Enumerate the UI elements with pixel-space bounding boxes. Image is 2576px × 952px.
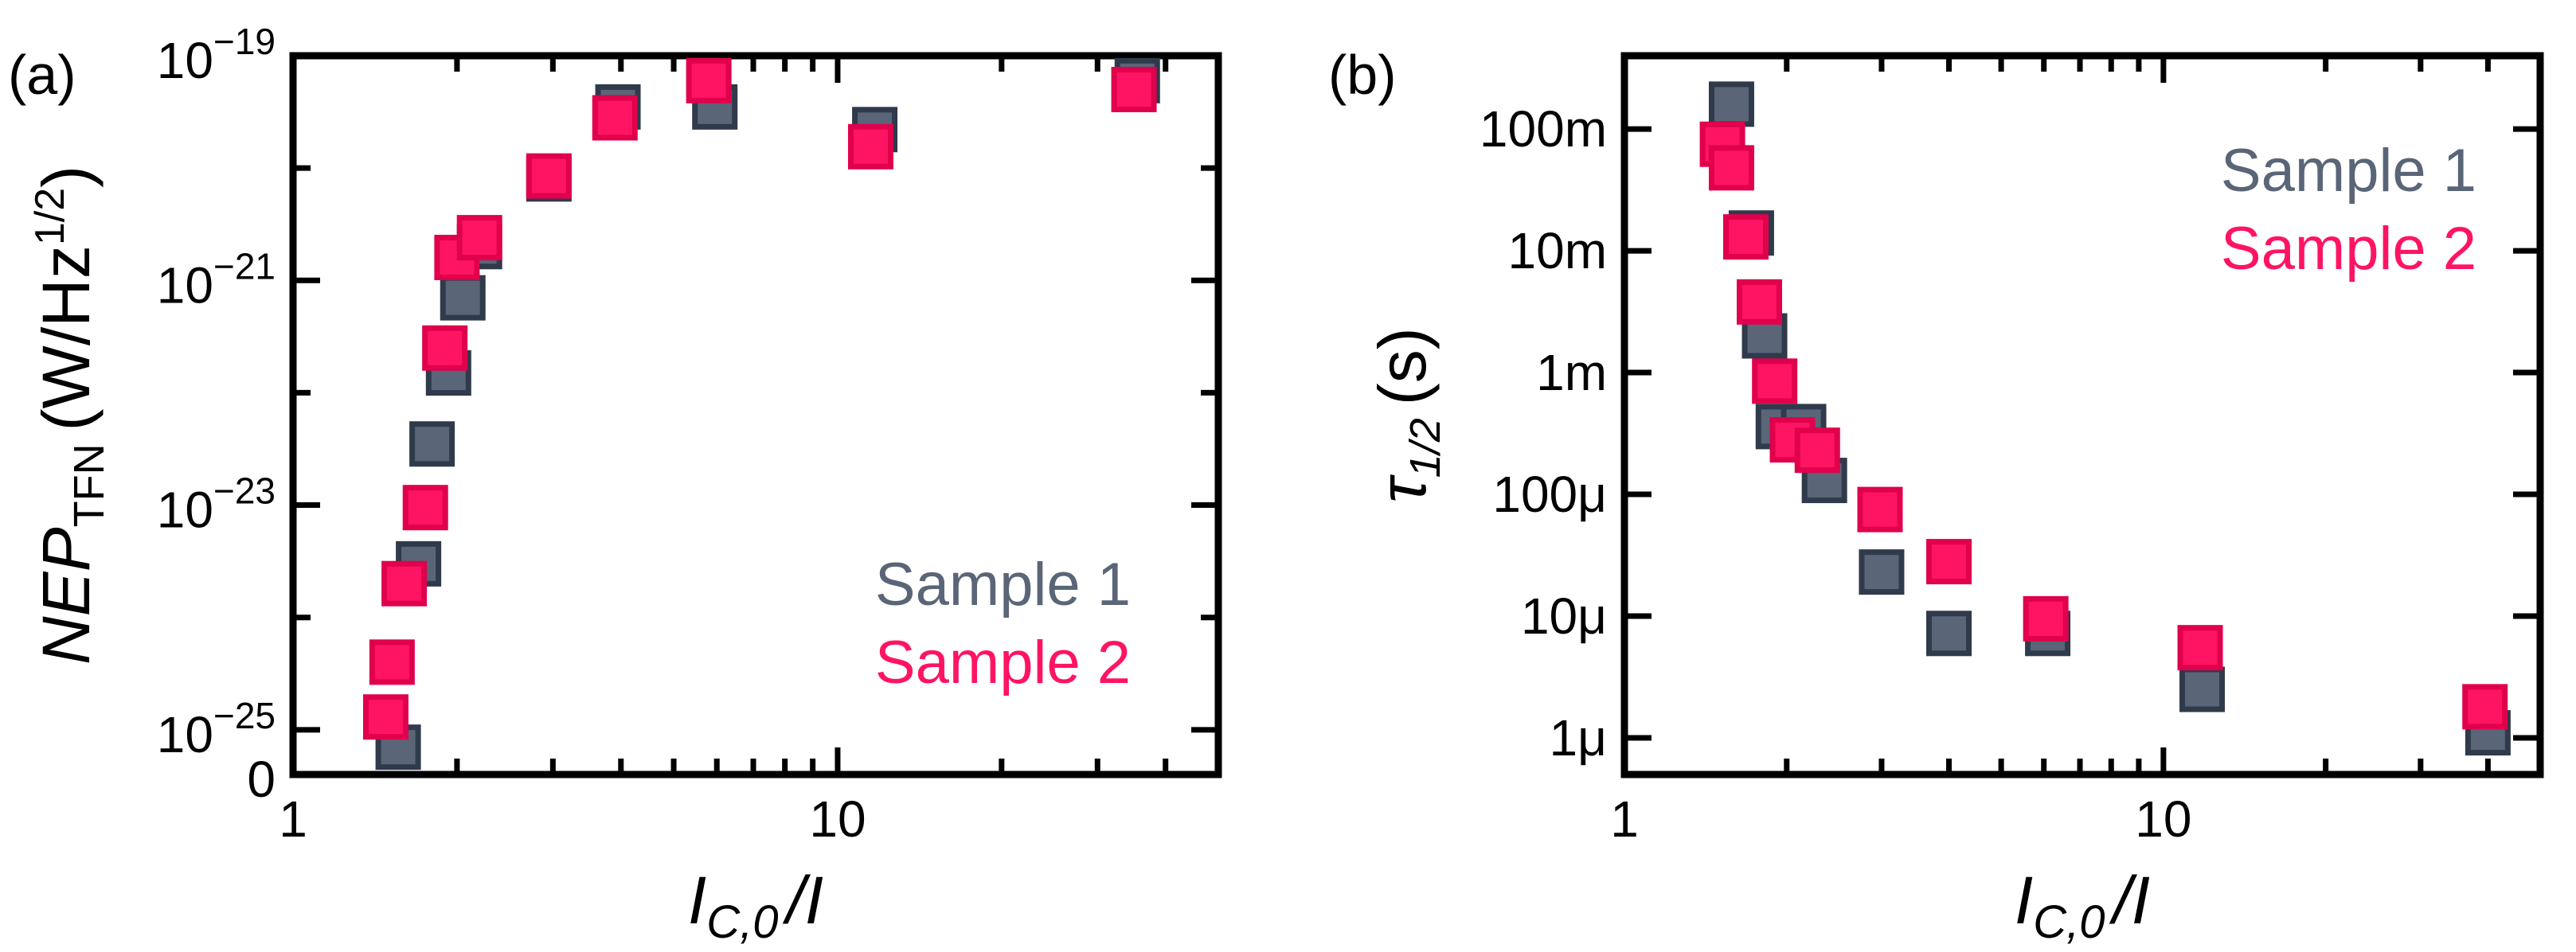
y-tick-label: 1m xyxy=(1536,344,1607,401)
marker-sample-1 xyxy=(1708,81,1754,127)
x-axis-title: IC,0/I xyxy=(688,863,823,948)
marker-sample-2 xyxy=(1752,358,1798,404)
y-tick-label: 1μ xyxy=(1550,709,1607,767)
marker-sample-2 xyxy=(686,57,732,103)
y-axis-title: NEPTFN(W/Hz1/2) xyxy=(27,166,113,665)
panel-a: 1 10 10−19 10−21 10−23 10−250 (a) IC,0/I NEPTFN(… xyxy=(8,21,1222,948)
marker-sample-1 xyxy=(1859,549,1905,595)
marker-sample-1 xyxy=(409,421,455,467)
y-tick-label: 10−21 xyxy=(157,245,276,314)
legend-entry-sample-1: Sample 1 xyxy=(875,551,1131,618)
x-axis-title: IC,0/I xyxy=(2015,863,2150,948)
x-tick-label: 10 xyxy=(2135,790,2191,848)
marker-sample-2 xyxy=(2177,625,2223,671)
legend-entry-sample-1: Sample 1 xyxy=(2221,137,2476,205)
panel-label: (a) xyxy=(8,44,76,106)
x-tick-label: 1 xyxy=(279,790,307,848)
legend-entry-sample-2: Sample 2 xyxy=(875,629,1131,696)
marker-sample-2 xyxy=(1857,486,1903,533)
y-tick-label: 10m xyxy=(1508,222,1608,279)
legend-entry-sample-2: Sample 2 xyxy=(2221,215,2476,283)
y-tick-label: 10−19 xyxy=(157,21,276,89)
y-tick-label: 10−23 xyxy=(157,470,276,539)
marker-sample-2 xyxy=(1737,279,1783,325)
y-tick-label: 10μ xyxy=(1521,587,1607,645)
y-tick-label: 100μ xyxy=(1492,466,1607,523)
marker-sample-2 xyxy=(362,694,408,740)
marker-sample-2 xyxy=(402,485,448,531)
marker-sample-2 xyxy=(1926,539,1972,585)
marker-sample-2 xyxy=(847,123,893,170)
marker-sample-2 xyxy=(369,639,415,685)
y-zero-label: 0 xyxy=(247,751,276,808)
marker-sample-2 xyxy=(1111,66,1157,112)
marker-sample-2 xyxy=(1794,427,1840,474)
marker-sample-2 xyxy=(381,560,428,607)
y-tick-label: 100m xyxy=(1480,100,1607,158)
panel-b: 1 10 100m 10m 1m 100μ 10μ 1μ (b) IC,0/I τ1/2(s) Sam… xyxy=(1328,44,2544,948)
marker-sample-1 xyxy=(440,275,486,321)
panel-label: (b) xyxy=(1328,44,1397,106)
x-tick-label: 10 xyxy=(809,790,866,848)
marker-sample-1 xyxy=(1926,611,1972,657)
y-tick-label: 10−25 xyxy=(157,695,276,763)
y-axis-title: τ1/2(s) xyxy=(1365,327,1449,502)
x-tick-label: 1 xyxy=(1610,790,1639,848)
marker-sample-2 xyxy=(456,215,502,261)
marker-sample-2 xyxy=(2023,595,2069,642)
marker-sample-2 xyxy=(526,153,572,199)
marker-sample-1 xyxy=(2179,666,2226,712)
marker-sample-2 xyxy=(1723,214,1769,260)
marker-sample-2 xyxy=(422,325,468,371)
marker-sample-2 xyxy=(2462,684,2508,730)
marker-sample-2 xyxy=(592,95,638,141)
marker-sample-2 xyxy=(1708,145,1754,191)
